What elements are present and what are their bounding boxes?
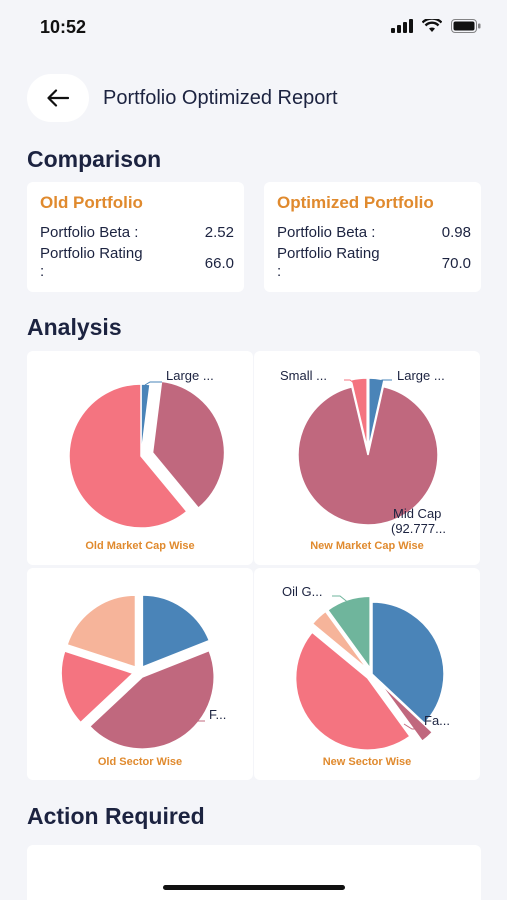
page-title: Portfolio Optimized Report — [103, 87, 338, 109]
new-sector-card: Oil G... Fa... New Sector Wise — [254, 568, 480, 780]
optimized-beta-value: 0.98 — [441, 224, 471, 241]
pie-slice[interactable] — [60, 650, 135, 724]
pie-slice[interactable] — [326, 595, 371, 671]
status-bar: 10:52 — [0, 0, 507, 54]
action-required-heading: Action Required — [27, 803, 205, 829]
pie-slice[interactable] — [141, 594, 211, 669]
old-market-cap-pie — [68, 380, 226, 529]
pie-slice[interactable] — [140, 383, 151, 457]
new-market-cap-pie — [297, 377, 439, 526]
arrow-left-icon — [47, 89, 69, 107]
new-sector-pie — [294, 595, 445, 751]
pie-slice[interactable] — [379, 682, 434, 743]
old-sector-label-f: F... — [209, 707, 227, 722]
pie-slice[interactable] — [350, 377, 368, 449]
signal-icon — [391, 19, 413, 33]
optimized-beta-label: Portfolio Beta : — [277, 224, 376, 241]
pie-slice[interactable] — [88, 649, 215, 750]
old-market-cap-label-large: Large ... — [166, 368, 214, 383]
new-market-cap-label-mid: Mid Cap — [393, 506, 442, 521]
new-sector-label-oil: Oil G... — [282, 584, 323, 599]
old-beta-value: 2.52 — [204, 224, 234, 241]
old-market-cap-card: Large ... Old Market Cap Wise — [27, 351, 253, 565]
home-indicator[interactable] — [163, 885, 345, 890]
back-button[interactable] — [27, 74, 89, 122]
status-icons — [391, 19, 481, 33]
old-portfolio-card: Old Portfolio Portfolio Beta : 2.52 Port… — [27, 182, 244, 292]
action-required-card — [27, 845, 481, 900]
pie-slice[interactable] — [294, 631, 411, 751]
optimized-rating-value: 70.0 — [441, 255, 471, 272]
new-market-cap-label-large: Large ... — [397, 368, 445, 383]
new-market-cap-label-mid-value: (92.777... — [391, 521, 446, 536]
status-time: 10:52 — [40, 17, 87, 37]
old-sector-caption: Old Sector Wise — [97, 756, 183, 768]
old-portfolio-title: Old Portfolio — [40, 193, 143, 212]
old-beta-label: Portfolio Beta : — [40, 224, 139, 241]
pie-slice[interactable] — [66, 594, 137, 669]
old-sector-card: F... Old Sector Wise — [27, 568, 253, 780]
new-sector-caption: New Sector Wise — [322, 756, 412, 768]
analysis-heading: Analysis — [27, 314, 122, 340]
pie-slice[interactable] — [68, 383, 188, 529]
pie-slice[interactable] — [297, 385, 439, 526]
old-market-cap-caption: Old Market Cap Wise — [85, 540, 195, 552]
new-market-cap-label-small: Small ... — [280, 368, 327, 383]
old-sector-pie — [60, 594, 215, 750]
optimized-portfolio-card: Optimized Portfolio Portfolio Beta : 0.9… — [264, 182, 481, 292]
pie-slice[interactable] — [151, 380, 226, 510]
new-market-cap-caption: New Market Cap Wise — [310, 540, 424, 552]
new-market-cap-card: Small ... Large ... Mid Cap (92.777... N… — [254, 351, 480, 565]
wifi-icon — [422, 19, 442, 32]
battery-icon — [451, 19, 481, 33]
optimized-rating-label: Portfolio Rating : — [277, 245, 380, 280]
pie-slice[interactable] — [371, 601, 445, 725]
comparison-heading: Comparison — [27, 146, 162, 172]
old-rating-label: Portfolio Rating : — [40, 245, 143, 280]
new-sector-label-fa: Fa... — [424, 713, 451, 728]
old-rating-value: 66.0 — [204, 255, 234, 272]
pie-slice[interactable] — [311, 610, 369, 671]
optimized-portfolio-title: Optimized Portfolio — [277, 193, 434, 212]
